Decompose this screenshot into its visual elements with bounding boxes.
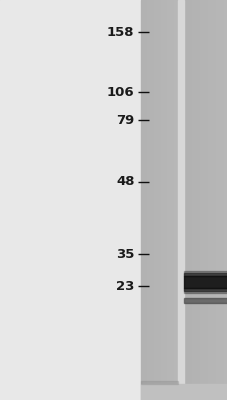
Bar <box>177 0 183 400</box>
Bar <box>183 298 227 303</box>
Bar <box>183 273 227 276</box>
Text: 48: 48 <box>116 176 134 188</box>
Bar <box>141 381 177 384</box>
Bar <box>183 0 227 400</box>
Text: 23: 23 <box>116 280 134 292</box>
Text: 106: 106 <box>106 86 134 98</box>
Bar <box>183 288 227 291</box>
Bar <box>0 0 141 400</box>
Bar <box>183 288 227 293</box>
Text: 35: 35 <box>116 248 134 260</box>
Bar <box>141 0 177 400</box>
Bar <box>141 384 227 400</box>
Bar <box>183 276 227 288</box>
Text: 158: 158 <box>106 26 134 38</box>
Bar <box>183 271 227 276</box>
Text: 79: 79 <box>116 114 134 126</box>
